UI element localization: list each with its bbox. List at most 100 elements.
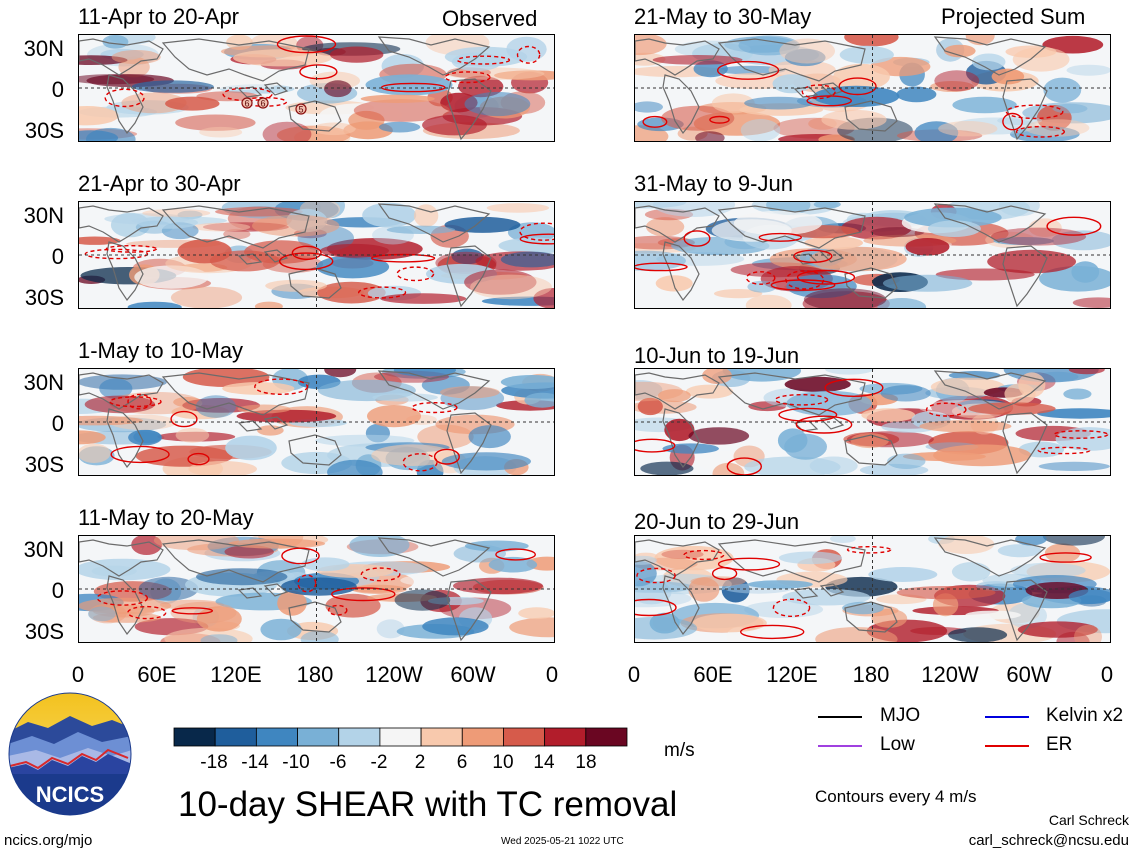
y-tick-label: 30S bbox=[24, 118, 64, 143]
shear-anomaly-blob bbox=[301, 557, 350, 572]
coastline bbox=[263, 583, 289, 597]
er-contour bbox=[291, 245, 322, 260]
y-tick-label: 30S bbox=[24, 285, 64, 310]
er-contour bbox=[683, 549, 725, 561]
tc-marker: 6 bbox=[241, 97, 253, 109]
colorbar-swatch bbox=[214, 727, 257, 747]
shear-anomaly-blob bbox=[695, 131, 725, 141]
shear-anomaly-blob bbox=[175, 427, 210, 443]
shear-anomaly-blob bbox=[971, 53, 1006, 71]
shear-anomaly-blob bbox=[518, 607, 554, 620]
colorbar-swatch bbox=[503, 727, 546, 747]
shear-anomaly-blob bbox=[175, 114, 256, 131]
x-tick-label: 0 bbox=[545, 662, 559, 687]
coastline bbox=[844, 434, 898, 466]
x-tick-label: 0 bbox=[1100, 662, 1114, 687]
er-contour bbox=[278, 252, 334, 271]
shear-anomaly-blob bbox=[821, 109, 887, 130]
shear-anomaly-blob bbox=[784, 433, 827, 460]
coastline bbox=[933, 370, 1047, 410]
shear-field: 6 6 5 bbox=[79, 35, 554, 141]
shear-anomaly-blob bbox=[170, 286, 243, 308]
shear-anomaly-blob bbox=[413, 204, 439, 228]
shear-anomaly-blob bbox=[991, 68, 1025, 85]
shear-anomaly-blob bbox=[79, 130, 119, 141]
shear-anomaly-blob bbox=[987, 249, 1076, 274]
er-contour bbox=[411, 401, 458, 414]
x-tick-label: 0 bbox=[627, 662, 641, 687]
projected-label: Projected Sum bbox=[941, 4, 1086, 29]
coastline bbox=[79, 539, 164, 577]
coastline bbox=[161, 38, 310, 82]
x-tick-label: 60E bbox=[137, 662, 177, 687]
coastline bbox=[1002, 78, 1048, 141]
chart-title: 10-day SHEAR with TC removal bbox=[178, 785, 678, 824]
shear-anomaly-blob bbox=[779, 38, 835, 64]
shear-anomaly-blob bbox=[990, 227, 1087, 246]
shear-anomaly-blob bbox=[658, 389, 691, 403]
shear-anomaly-blob bbox=[224, 545, 274, 559]
shear-anomaly-blob bbox=[378, 121, 421, 133]
shear-anomaly-blob bbox=[451, 52, 502, 72]
svg-text:6: 6 bbox=[244, 99, 249, 109]
colorbar bbox=[173, 727, 628, 747]
x-tick-label: 180 bbox=[852, 662, 890, 687]
shear-anomaly-blob bbox=[645, 217, 685, 237]
shear-anomaly-blob bbox=[524, 392, 554, 408]
er-contour bbox=[331, 587, 396, 602]
shear-anomaly-blob bbox=[393, 369, 456, 377]
er-contour bbox=[327, 604, 348, 616]
legend-label-low: Low bbox=[880, 734, 915, 755]
er-contour bbox=[838, 77, 877, 96]
shear-anomaly-blob bbox=[1068, 589, 1110, 605]
shear-anomaly-blob bbox=[968, 402, 1056, 415]
er-contour bbox=[635, 438, 676, 453]
coastline bbox=[446, 245, 492, 308]
x-tick-label: 0 bbox=[71, 662, 85, 687]
er-contour bbox=[636, 567, 676, 584]
coastline bbox=[1002, 579, 1048, 642]
shear-anomaly-blob bbox=[488, 556, 538, 573]
shear-anomaly-blob bbox=[1010, 562, 1086, 578]
site-link[interactable]: ncics.org/mjo bbox=[4, 832, 93, 849]
shear-anomaly-blob bbox=[842, 601, 884, 615]
er-contour bbox=[281, 547, 320, 565]
coastline bbox=[288, 100, 342, 132]
er-contour bbox=[433, 448, 460, 465]
shear-anomaly-blob bbox=[825, 369, 874, 375]
coastline bbox=[635, 38, 720, 76]
er-contour bbox=[739, 624, 805, 640]
x-tick-label: 120E bbox=[210, 662, 262, 687]
shear-anomaly-blob bbox=[717, 65, 786, 75]
er-contour bbox=[1053, 430, 1109, 439]
shear-anomaly-blob bbox=[137, 216, 198, 229]
shear-anomaly-blob bbox=[813, 85, 900, 107]
coastline bbox=[717, 38, 866, 82]
shear-anomaly-blob bbox=[998, 202, 1040, 217]
shear-anomaly-blob bbox=[882, 274, 973, 292]
shear-anomaly-blob bbox=[320, 243, 389, 258]
shear-anomaly-blob bbox=[1007, 602, 1047, 629]
shear-anomaly-blob bbox=[640, 461, 694, 475]
er-contour bbox=[1037, 446, 1091, 455]
er-contour bbox=[396, 266, 435, 282]
coastline bbox=[263, 82, 289, 96]
shear-anomaly-blob bbox=[486, 203, 550, 213]
shear-anomaly-blob bbox=[871, 608, 908, 628]
colorbar-tick-label: -2 bbox=[370, 752, 388, 773]
shear-anomaly-blob bbox=[951, 562, 991, 582]
shear-anomaly-blob bbox=[930, 81, 974, 92]
coastline bbox=[819, 249, 845, 263]
panel-title: 11-Apr to 20-Apr bbox=[78, 4, 240, 29]
shear-anomaly-blob bbox=[861, 408, 916, 422]
shear-anomaly-blob bbox=[1042, 35, 1104, 54]
shear-anomaly-blob bbox=[661, 549, 704, 559]
shear-anomaly-blob bbox=[225, 435, 277, 461]
shear-anomaly-blob bbox=[464, 91, 531, 117]
y-tick-label: 30N bbox=[23, 203, 64, 228]
coastline bbox=[377, 537, 491, 577]
shear-anomaly-blob bbox=[371, 444, 455, 466]
colorbar-tick-label: 14 bbox=[533, 752, 555, 773]
shear-anomaly-blob bbox=[500, 375, 554, 389]
x-tick-label: 180 bbox=[296, 662, 334, 687]
